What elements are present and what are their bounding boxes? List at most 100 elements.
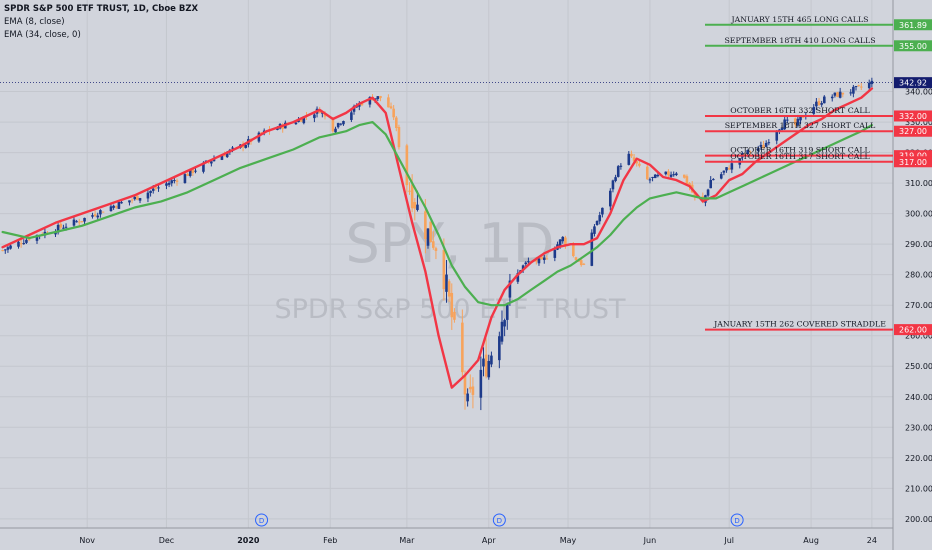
candle-body — [62, 227, 65, 229]
candle-body — [447, 281, 451, 297]
y-tick-label: 220.00 — [905, 454, 932, 463]
candle-body — [112, 205, 115, 208]
candle-body — [786, 119, 789, 121]
candle-body — [540, 256, 543, 260]
candle-body — [6, 247, 10, 250]
candle-body — [323, 113, 327, 117]
candle-body — [136, 195, 139, 200]
candle-body — [397, 127, 401, 148]
candle-body — [75, 221, 78, 223]
ema-34-legend[interactable]: EMA (34, close, 0) — [4, 30, 81, 40]
dividend-marker[interactable] — [730, 513, 744, 527]
candle-body — [664, 171, 668, 175]
candle-body — [838, 91, 842, 98]
candle-body — [352, 106, 356, 112]
candle-body — [867, 82, 871, 89]
candle-body — [80, 221, 84, 223]
price-level-text: JANUARY 15TH 262 COVERED STRADDLE — [713, 320, 886, 329]
y-tick-label: 340.00 — [905, 88, 932, 97]
candle-body — [545, 258, 549, 260]
y-tick-label: 200.00 — [905, 515, 932, 524]
candle-body — [173, 180, 176, 182]
candle-body — [767, 142, 771, 144]
candle-body — [405, 145, 409, 186]
candle-body — [503, 320, 506, 327]
candle-body — [244, 144, 248, 148]
candle-body — [727, 167, 731, 170]
price-level-text: OCTOBER 16TH 317 SHORT CALL — [730, 152, 869, 161]
candle-body — [836, 92, 839, 97]
price-level-label: 327.00 — [899, 127, 927, 136]
candle-body — [508, 280, 512, 298]
candle-body — [27, 238, 31, 241]
candle-body — [130, 199, 134, 201]
candle-body — [408, 190, 411, 192]
last-price-label: 342.92 — [899, 79, 927, 88]
candle-body — [709, 179, 713, 189]
price-level-tag — [894, 125, 932, 137]
dividend-marker[interactable] — [492, 513, 506, 527]
candle-body — [487, 360, 491, 378]
candle-body — [231, 147, 234, 149]
candle-body — [413, 202, 417, 209]
candle-body — [9, 245, 12, 249]
candle-body — [762, 144, 765, 149]
candle-body — [191, 168, 195, 174]
candle-body — [342, 121, 345, 125]
candle-body — [19, 243, 23, 245]
candle-body — [133, 196, 137, 200]
candle-body — [759, 144, 763, 147]
candle-body — [175, 180, 179, 182]
candle-body — [35, 234, 39, 241]
candle-body — [725, 167, 728, 171]
candle-body — [170, 180, 174, 184]
price-level-label: 317.00 — [899, 158, 927, 167]
candle-body — [117, 201, 121, 209]
candle-body — [490, 355, 493, 365]
candle-body — [368, 97, 372, 105]
candle-body — [712, 179, 715, 181]
candle-body — [376, 96, 380, 99]
candle-body — [627, 153, 631, 165]
symbol-title[interactable]: SPDR S&P 500 ETF TRUST, 1D, Cboe BZX — [4, 4, 199, 14]
candle-body — [120, 202, 123, 204]
dividend-marker[interactable] — [255, 513, 269, 527]
candle-body — [471, 386, 475, 395]
candle-body — [746, 150, 749, 155]
candle-body — [572, 245, 575, 257]
candle-body — [194, 170, 197, 172]
dividend-marker-label: D — [734, 517, 739, 525]
candle-body — [815, 101, 818, 107]
price-level-text: OCTOBER 16TH 332 SHORT CALL — [730, 106, 869, 115]
candle-body — [99, 210, 102, 215]
candle-body — [521, 265, 525, 270]
candle-body — [484, 354, 488, 377]
candle-body — [461, 322, 464, 373]
candle-body — [188, 169, 192, 176]
candle-body — [339, 123, 343, 125]
candle-body — [595, 220, 599, 225]
candle-body — [450, 292, 454, 318]
candle-body — [651, 176, 654, 178]
candle-body — [749, 151, 752, 153]
candle-body — [225, 152, 229, 158]
x-tick-label: Jul — [723, 536, 734, 545]
candle-body — [77, 221, 81, 223]
candle-body — [72, 219, 76, 226]
candle-body — [336, 123, 340, 128]
candle-body — [468, 386, 472, 390]
candle-body — [730, 163, 734, 170]
candle-body — [859, 86, 863, 88]
candle-body — [331, 117, 335, 132]
candle-body — [463, 375, 467, 395]
candle-body — [672, 174, 676, 176]
candle-body — [149, 190, 152, 193]
candle-body — [96, 215, 100, 218]
candle-body — [619, 165, 623, 167]
candle-body — [574, 257, 578, 261]
ema-8-legend[interactable]: EMA (8, close) — [4, 17, 65, 27]
price-level-tag — [894, 40, 932, 52]
y-tick-label: 280.00 — [905, 271, 932, 280]
candle-body — [416, 204, 419, 210]
